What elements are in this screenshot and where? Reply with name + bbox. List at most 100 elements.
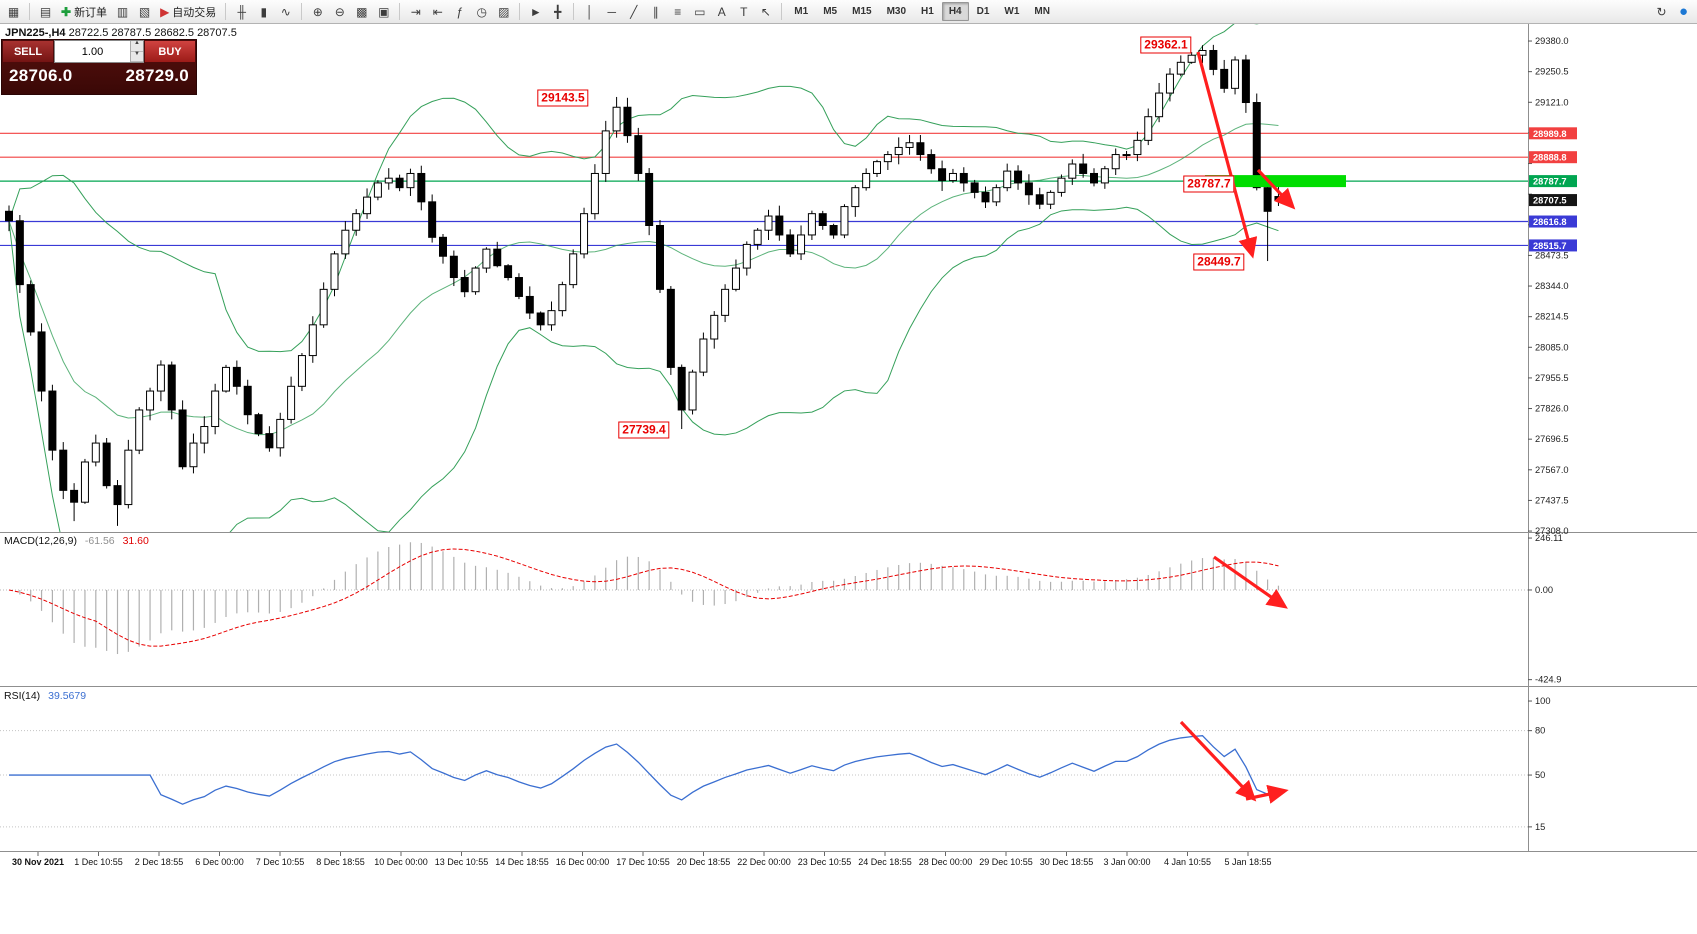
svg-text:28344.0: 28344.0 — [1535, 281, 1569, 291]
new-chart-icon[interactable]: ▤ — [35, 2, 56, 22]
svg-text:28085.0: 28085.0 — [1535, 342, 1569, 352]
zoom-out-icon[interactable]: ⊖ — [329, 2, 350, 22]
swing-low-label[interactable]: 28449.7 — [1193, 253, 1245, 271]
buy-button[interactable]: BUY — [144, 40, 196, 63]
shapes-icon[interactable]: ▭ — [689, 2, 710, 22]
svg-text:20 Dec 18:55: 20 Dec 18:55 — [677, 857, 731, 867]
tf-m5[interactable]: M5 — [816, 2, 844, 21]
svg-text:1 Dec 10:55: 1 Dec 10:55 — [74, 857, 123, 867]
chart-list-icon[interactable]: ▥ — [112, 2, 133, 22]
candlestick-chart-icon[interactable]: ▮ — [253, 2, 274, 22]
cursor-icon[interactable]: ► — [525, 2, 546, 22]
pivot-price-label[interactable]: 28787.7 — [1183, 175, 1235, 193]
tf-m1-label: M1 — [794, 6, 809, 17]
sell-button[interactable]: SELL — [2, 40, 54, 63]
text-icon[interactable]: A — [711, 2, 732, 22]
volume-up-icon[interactable]: ▲ — [131, 40, 143, 52]
toolbar-group-file: ▤ ✚ 新订单 ▥ ▧ ▶ 自动交易 — [35, 2, 220, 22]
tf-m15-label: M15 — [852, 6, 872, 17]
templates-icon[interactable]: ▨ — [493, 2, 514, 22]
support-line-1-badge — [1529, 215, 1577, 228]
new-order-button[interactable]: ✚ 新订单 — [57, 2, 111, 22]
price-down-arrow — [1196, 51, 1258, 259]
chart-shift-icon-glyph: ⇤ — [432, 4, 443, 19]
community-icon-glyph: ● — [1678, 3, 1689, 20]
toolbar-group-chart-type: ╫ ▮ ∿ — [231, 2, 296, 22]
new-chart-icon-glyph: ▤ — [39, 4, 52, 19]
auto-scroll-icon[interactable]: ⇥ — [405, 2, 426, 22]
shapes-icon-glyph: ▭ — [694, 4, 706, 19]
refresh-icon[interactable]: ↻ — [1651, 2, 1672, 22]
label-icon-glyph: T — [740, 4, 748, 19]
price-bounce-arrow — [1256, 168, 1296, 210]
cascade-windows-icon[interactable]: ▣ — [373, 2, 394, 22]
zoom-out-icon-glyph: ⊖ — [334, 4, 345, 19]
tf-w1[interactable]: W1 — [997, 2, 1026, 21]
tf-mn-label: MN — [1034, 6, 1050, 17]
rsi-line — [9, 735, 1279, 805]
community-icon[interactable]: ● — [1673, 2, 1694, 22]
prior-high-label[interactable]: 29143.5 — [537, 89, 589, 107]
svg-text:50: 50 — [1535, 770, 1545, 780]
support-line-2-badge — [1529, 239, 1577, 252]
toolbar-separator — [225, 3, 227, 20]
toolbar-group-cursor: ► ╋ — [525, 2, 568, 22]
volume-input[interactable] — [55, 41, 130, 62]
periods-icon[interactable]: ◷ — [471, 2, 492, 22]
fibonacci-icon-glyph: ≡ — [674, 4, 682, 19]
toolbar-separator — [573, 3, 575, 20]
price-scale[interactable]: 29380.0 29250.5 29121.0 28473.5 28344.0 28214… — [1528, 36, 1577, 832]
volume-down-icon[interactable]: ▼ — [131, 51, 143, 62]
fibonacci-icon[interactable]: ≡ — [667, 2, 688, 22]
tf-h4[interactable]: H4 — [941, 2, 969, 21]
tile-windows-icon[interactable]: ▩ — [351, 2, 372, 22]
tf-w1-label: W1 — [1004, 6, 1020, 17]
tf-m15[interactable]: M15 — [845, 2, 878, 21]
crosshair-icon[interactable]: ╋ — [547, 2, 568, 22]
toolbar-separator — [399, 3, 401, 20]
crosshair-icon-glyph: ╋ — [554, 4, 562, 19]
tf-h1[interactable]: H1 — [914, 2, 941, 21]
current-price-badge — [1529, 194, 1577, 207]
swing-high-label[interactable]: 29362.1 — [1140, 36, 1192, 54]
bar-chart-icon[interactable]: ╫ — [231, 2, 252, 22]
chart-list-icon-glyph: ▥ — [116, 4, 129, 19]
tf-m1[interactable]: M1 — [787, 2, 815, 21]
autotrading-button[interactable]: ▶ 自动交易 — [156, 2, 220, 22]
toolbar-group-timeframes: M1 M5 M15 M30 H1 H4 D1 W1 MN — [787, 2, 1057, 21]
tf-mn[interactable]: MN — [1027, 2, 1057, 21]
label-icon[interactable]: T — [733, 2, 754, 22]
candlestick-chart-icon-glyph: ▮ — [260, 4, 268, 19]
tf-m30[interactable]: M30 — [880, 2, 913, 21]
svg-text:80: 80 — [1535, 726, 1545, 736]
chart-shift-icon[interactable]: ⇤ — [427, 2, 448, 22]
toolbar-group-objects: │ ─ ╱ ∥ ≡ ▭ A T ↖ — [579, 2, 776, 22]
green-zone-bar[interactable] — [1205, 175, 1346, 188]
svg-text:2 Dec 18:55: 2 Dec 18:55 — [135, 857, 184, 867]
line-chart-icon[interactable]: ∿ — [275, 2, 296, 22]
arrow-tool-icon[interactable]: ↖ — [755, 2, 776, 22]
svg-text:27696.5: 27696.5 — [1535, 434, 1569, 444]
chart-window-icon[interactable]: ▦ — [3, 2, 24, 22]
time-scale[interactable]: 30 Nov 2021 1 Dec 10:55 2 Dec 18:55 6 Dec 0… — [12, 852, 1272, 867]
level-lines[interactable] — [0, 132, 1528, 247]
channel-icon[interactable]: ∥ — [645, 2, 666, 22]
horizontal-line-icon[interactable]: ─ — [601, 2, 622, 22]
svg-text:15: 15 — [1535, 822, 1545, 832]
svg-text:13 Dec 10:55: 13 Dec 10:55 — [435, 857, 489, 867]
tf-d1[interactable]: D1 — [970, 2, 997, 21]
major-low-label[interactable]: 27739.4 — [618, 421, 670, 439]
vertical-line-icon[interactable]: │ — [579, 2, 600, 22]
zoom-in-icon[interactable]: ⊕ — [307, 2, 328, 22]
trendline-icon[interactable]: ╱ — [623, 2, 644, 22]
toolbar-separator — [781, 3, 783, 20]
arrow-annotations[interactable] — [1179, 51, 1296, 804]
svg-text:28214.5: 28214.5 — [1535, 312, 1569, 322]
indicators-icon[interactable]: ƒ — [449, 2, 470, 22]
bollinger-lower-line — [8, 206, 1279, 532]
macd-histogram — [19, 542, 1280, 655]
svg-text:10 Dec 00:00: 10 Dec 00:00 — [374, 857, 428, 867]
profiles-icon[interactable]: ▧ — [134, 2, 155, 22]
